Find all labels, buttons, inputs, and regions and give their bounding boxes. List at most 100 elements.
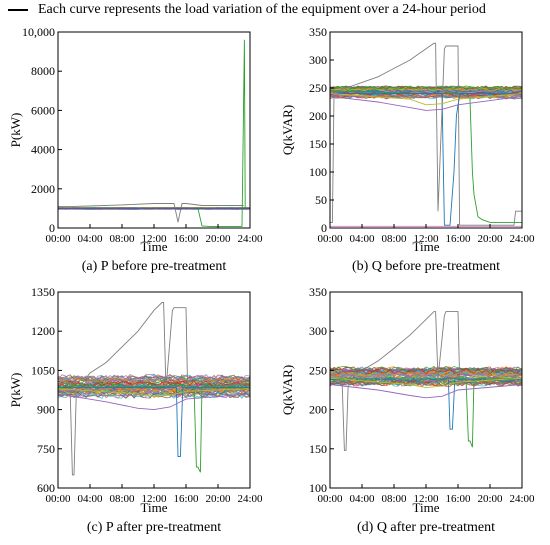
- x-tick-label: 20:00: [477, 493, 503, 505]
- series-line: [330, 384, 522, 399]
- x-tick-label: 16:00: [445, 493, 471, 505]
- y-tick-label: 4000: [31, 143, 55, 157]
- y-tick-label: 900: [37, 403, 55, 417]
- series-line: [330, 377, 522, 448]
- y-tick-label: 1050: [31, 363, 55, 377]
- series-line: [330, 371, 522, 378]
- y-axis-title: Q(kVAR): [280, 365, 295, 415]
- x-tick-label: 24:00: [509, 233, 535, 245]
- series-line: [58, 377, 250, 385]
- series-line: [330, 95, 522, 111]
- plot-area-c: [58, 302, 250, 476]
- y-axis-title: P(kW): [8, 373, 23, 408]
- x-tick-label: 24:00: [237, 493, 263, 505]
- chart-b: 0 50 100 150 200 250 300 350 00:00 04:00 08:00 12:0…: [280, 25, 535, 274]
- y-tick-label: 8000: [31, 64, 55, 78]
- series-line: [330, 311, 522, 451]
- y-tick-label: 250: [309, 81, 327, 95]
- x-tick-label: 20:00: [477, 233, 503, 245]
- y-tick-label: 10,000: [22, 25, 55, 39]
- x-tick-label: 00:00: [45, 493, 71, 505]
- x-axis-title: Time: [141, 500, 168, 515]
- series-line: [330, 379, 522, 386]
- x-axis-title: Time: [413, 500, 440, 515]
- y-tick-label: 100: [309, 165, 327, 179]
- plot-frame: [329, 291, 523, 489]
- x-axis-title: Time: [141, 239, 168, 254]
- series-line: [330, 372, 522, 379]
- x-tick-label: 12:00: [141, 493, 167, 505]
- y-tick-label: 750: [37, 442, 55, 456]
- y-axis-title: P(kW): [8, 113, 23, 148]
- plot-area-b: [330, 42, 522, 227]
- legend-swatch: [8, 9, 28, 11]
- series-line: [330, 380, 522, 387]
- chart-c: 600 750 900 1050 1200 1350 00:00 04:00 08:00 12:0…: [8, 285, 263, 535]
- y-tick-label: 600: [37, 481, 55, 495]
- plot-area-d: [330, 311, 522, 451]
- y-tick-label: 300: [309, 53, 327, 67]
- x-tick-label: 24:00: [237, 233, 263, 245]
- x-tick-label: 04:00: [349, 493, 375, 505]
- series-line: [330, 369, 522, 376]
- series-line: [58, 374, 250, 383]
- y-tick-label: 200: [309, 403, 327, 417]
- series-line: [58, 302, 250, 476]
- series-line: [58, 388, 250, 397]
- x-tick-label: 00:00: [317, 493, 343, 505]
- x-tick-label: 20:00: [205, 493, 231, 505]
- series-line: [330, 90, 522, 223]
- chart-caption: (b) Q before pre-treatment: [352, 259, 500, 274]
- x-tick-label: 08:00: [381, 493, 407, 505]
- series-line: [58, 385, 250, 473]
- legend-label: Each curve represents the load variation…: [38, 2, 486, 17]
- series-line: [330, 366, 522, 373]
- x-tick-label: 08:00: [381, 233, 407, 245]
- x-tick-label: 08:00: [109, 233, 135, 245]
- series-line: [58, 386, 250, 458]
- series-line: [330, 85, 522, 90]
- series-line: [330, 377, 522, 389]
- y-tick-label: 350: [309, 25, 327, 39]
- plot-area-a: [58, 39, 250, 227]
- y-tick-label: 1350: [31, 285, 55, 299]
- y-tick-label: 6000: [31, 103, 55, 117]
- chart-caption: (d) Q after pre-treatment: [357, 520, 495, 535]
- y-tick-label: 50: [315, 193, 327, 207]
- series-line: [58, 393, 250, 411]
- y-tick-label: 100: [309, 481, 327, 495]
- chart-caption: (c) P after pre-treatment: [87, 520, 221, 535]
- x-tick-label: 12:00: [413, 233, 439, 245]
- plot-frame: [57, 31, 251, 229]
- y-tick-label: 150: [309, 137, 327, 151]
- series-line: [330, 93, 522, 106]
- series-line: [58, 203, 244, 223]
- y-tick-label: 150: [309, 442, 327, 456]
- x-tick-label: 12:00: [413, 493, 439, 505]
- series-line: [330, 42, 522, 226]
- y-tick-label: 350: [309, 285, 327, 299]
- x-tick-label: 04:00: [77, 493, 103, 505]
- y-tick-label: 200: [309, 109, 327, 123]
- series-line: [58, 39, 250, 227]
- x-tick-label: 16:00: [173, 233, 199, 245]
- plot-frame: [329, 31, 523, 229]
- x-tick-label: 04:00: [77, 233, 103, 245]
- x-tick-label: 00:00: [317, 233, 343, 245]
- chart-a: 0 2000 4000 6000 8000 10,000 00:00 04:00 08:00 12…: [8, 25, 263, 274]
- x-tick-label: 08:00: [109, 493, 135, 505]
- x-tick-label: 04:00: [349, 233, 375, 245]
- x-tick-label: 16:00: [173, 493, 199, 505]
- x-tick-label: 16:00: [445, 233, 471, 245]
- series-line: [330, 368, 522, 375]
- x-tick-label: 24:00: [509, 493, 535, 505]
- x-tick-label: 12:00: [141, 233, 167, 245]
- series-line: [330, 87, 522, 92]
- x-axis-title: Time: [413, 239, 440, 254]
- x-tick-label: 00:00: [45, 233, 71, 245]
- series-line: [58, 382, 250, 390]
- series-line: [330, 93, 522, 226]
- y-axis-title: Q(kVAR): [280, 105, 295, 155]
- series-line: [330, 379, 522, 430]
